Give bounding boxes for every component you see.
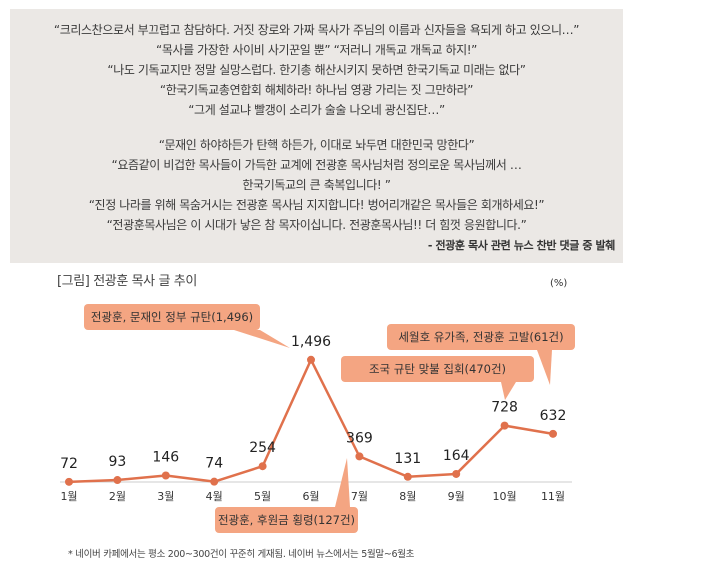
- quote-source: - 전광훈 목사 관련 뉴스 찬반 댓글 중 발췌: [427, 239, 616, 252]
- data-point: [65, 477, 73, 486]
- data-point: [549, 429, 557, 438]
- data-point: [113, 476, 122, 485]
- data-label: 164: [443, 448, 470, 464]
- quotes-panel: “크리스찬으로서 부끄럽고 참담하다. 거짓 장로와 가짜 목사가 주님의 이름…: [10, 9, 623, 263]
- callout-box: [215, 507, 358, 533]
- data-point: [307, 355, 315, 364]
- data-point: [258, 462, 267, 471]
- data-point: [452, 469, 461, 478]
- callout-tail: [335, 458, 350, 507]
- quote: “요즘같이 비겁한 목사들이 가득한 교계에 전광훈 목사님처럼 정의로운 목사…: [111, 158, 522, 172]
- x-tick-label: 1월: [60, 490, 77, 503]
- callout-tail: [501, 382, 516, 400]
- callout-label: 세월호 유가족, 전광훈 고발(61건): [398, 330, 563, 344]
- data-label: 632: [540, 408, 567, 424]
- chart-note: * 네이버 카페에서는 평소 200~300건이 꾸준히 게재됨. 네이버 뉴스…: [68, 549, 415, 560]
- data-label: 728: [491, 400, 518, 416]
- data-point: [210, 477, 219, 486]
- callout-label: 전광훈, 문재인 정부 규탄(1,496): [91, 310, 253, 324]
- quote: “한국기독교총연합회 해체하라! 하나님 영광 가리는 짓 그만하라”: [159, 83, 474, 97]
- data-label: 146: [152, 449, 179, 465]
- quote: “크리스찬으로서 부끄럽고 참담하다. 거짓 장로와 가짜 목사가 주님의 이름…: [53, 23, 580, 37]
- x-tick-label: 6월: [302, 490, 319, 503]
- data-point: [403, 472, 412, 481]
- x-tick-label: 5월: [254, 490, 271, 503]
- chart-unit: (%): [550, 278, 568, 289]
- x-tick-label: 9월: [448, 490, 465, 503]
- data-label: 254: [249, 440, 276, 456]
- callout-tail: [537, 350, 552, 385]
- chart-title: [그림] 전광훈 목사 글 추이: [57, 274, 197, 289]
- x-tick-label: 2월: [109, 490, 126, 503]
- data-label: 369: [346, 430, 373, 446]
- data-label: 74: [205, 456, 223, 472]
- callout-tail: [234, 330, 290, 348]
- data-point: [355, 452, 364, 461]
- quote: “그게 설교냐 빨갱이 소리가 술술 나오네 광신집단…”: [188, 103, 445, 117]
- x-tick-label: 11월: [541, 490, 565, 503]
- quote: “문재인 하야하든가 탄핵 하든가, 이대로 놔두면 대한민국 망한다”: [158, 138, 475, 152]
- quote: “나도 기독교지만 정말 실망스럽다. 한기총 해산시키지 못하면 한국기독교 …: [107, 63, 526, 77]
- quote: “전광훈목사님은 이 시대가 낳은 참 목자이십니다. 전광훈목사님!! 더 힘…: [106, 218, 527, 232]
- quote: “진정 나라를 위해 목숨거시는 전광훈 목사님 지지합니다! 벙어리개같은 목…: [88, 198, 545, 212]
- x-tick-label: 3월: [157, 490, 174, 503]
- data-label: 72: [60, 456, 78, 472]
- callout-label: 조국 규탄 맞불 집회(470건): [369, 362, 506, 376]
- quote: 한국기독교의 큰 축복입니다! ”: [242, 178, 391, 192]
- x-tick-label: 10월: [493, 490, 517, 503]
- callout-box: [387, 324, 575, 350]
- callout-box: [84, 304, 260, 330]
- callout-label: 전광훈, 후원금 횡령(127건): [218, 513, 355, 527]
- x-tick-label: 7월: [351, 490, 368, 503]
- data-label: 1,496: [291, 334, 331, 350]
- quote: “목사를 가장한 사이비 사기꾼일 뿐” “저러니 개독교 개독교 하지!”: [156, 43, 477, 57]
- x-tick-label: 8월: [399, 490, 416, 503]
- data-point: [161, 471, 170, 480]
- x-tick-label: 4월: [206, 490, 223, 503]
- data-point: [500, 421, 509, 430]
- callout-box: [341, 356, 534, 382]
- data-label: 131: [394, 451, 421, 467]
- data-label: 93: [108, 454, 126, 470]
